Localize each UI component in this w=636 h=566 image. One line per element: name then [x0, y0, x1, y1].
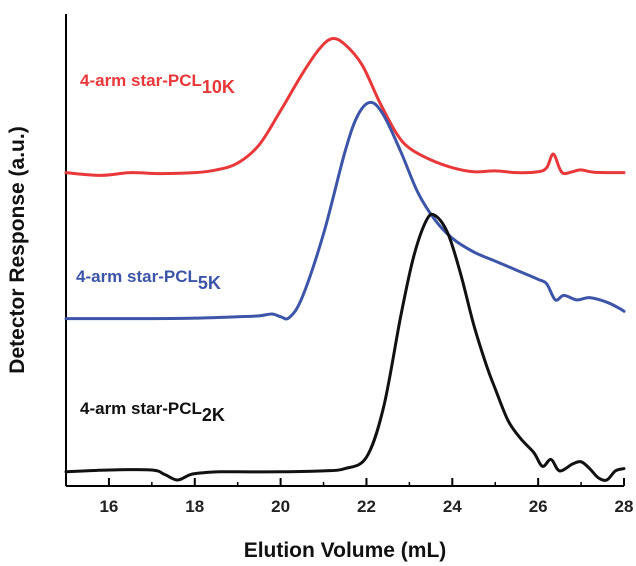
series-label-subscript: 10K: [202, 77, 235, 97]
series-label-5k: 4-arm star-PCL5K: [76, 267, 221, 293]
axes: [65, 14, 624, 487]
y-axis-title: Detector Response (a.u.): [6, 126, 29, 373]
x-tick-label: 26: [529, 497, 548, 516]
series-line-2k: [64, 212, 626, 482]
series-label-10k: 4-arm star-PCL10K: [80, 71, 235, 97]
series-label-subscript: 5K: [198, 273, 221, 293]
x-axis-title: Elution Volume (mL): [244, 539, 447, 562]
series-line-5k: [64, 100, 626, 321]
series-lines: [64, 36, 626, 482]
x-tick-label: 16: [99, 497, 118, 516]
series-label-2k: 4-arm star-PCL2K: [80, 399, 225, 425]
x-tick-label: 22: [357, 497, 376, 516]
series-label-name: 4-arm star-PCL: [76, 267, 198, 286]
series-label-name: 4-arm star-PCL: [80, 399, 202, 418]
x-tick-label: 28: [615, 497, 634, 516]
x-tick-label: 24: [443, 497, 462, 516]
x-tick-label: 20: [271, 497, 290, 516]
x-tick-label: 18: [185, 497, 204, 516]
x-ticks: [65, 478, 625, 486]
series-label-subscript: 2K: [202, 405, 225, 425]
series-line-10k: [64, 36, 626, 177]
series-label-name: 4-arm star-PCL: [80, 71, 202, 90]
x-tick-labels: 16 18 20 22 24 26 28: [99, 497, 633, 516]
